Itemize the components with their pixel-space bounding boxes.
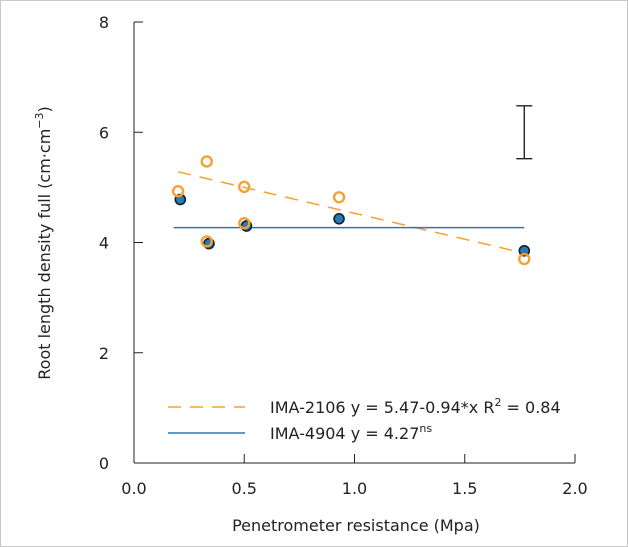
x-axis-title: Penetrometer resistance (Mpa)	[232, 516, 480, 535]
x-tick-label: 1.5	[452, 479, 477, 498]
y-axis-title-main: Root length density full (cm·cm	[35, 129, 54, 380]
data-point-series-0	[200, 235, 213, 248]
legend-label-ima-4904: IMA-4904 y = 4.27ns	[270, 422, 432, 443]
data-point-series-1	[333, 212, 345, 225]
fit-lines	[173, 171, 525, 254]
data-points	[171, 155, 531, 266]
y-axis-title-close: )	[35, 106, 54, 112]
y-tick-label: 0	[99, 454, 109, 473]
data-point-series-0	[518, 252, 531, 266]
error-bar	[516, 105, 533, 160]
y-axis-title-superscript: −3	[33, 113, 46, 129]
x-tick-label: 0.0	[121, 479, 146, 498]
y-tick-label: 6	[99, 123, 109, 142]
fit-line-series-0	[177, 171, 525, 254]
data-point-series-1	[518, 244, 531, 257]
y-axis-title: Root length density full (cm·cm−3)	[33, 106, 54, 379]
data-point-series-0	[238, 217, 251, 230]
y-tick-label: 4	[99, 234, 109, 253]
legend: IMA-2106 y = 5.47-0.94*x R2 = 0.84 IMA-4…	[168, 396, 561, 443]
data-point-series-0	[238, 180, 251, 194]
x-tick-label: 2.0	[562, 479, 587, 498]
x-tick-label: 1.0	[342, 479, 367, 498]
y-tick-label: 8	[99, 13, 109, 32]
axes: 0 2 4 6 8 0.0 0.5 1.0 1.5 2.0	[99, 13, 588, 498]
legend-label-ima-2106: IMA-2106 y = 5.47-0.94*x R2 = 0.84	[270, 396, 561, 417]
x-tick-label: 0.5	[232, 479, 257, 498]
data-point-series-0	[171, 185, 185, 198]
data-point-series-0	[332, 191, 346, 204]
data-point-series-0	[200, 155, 213, 168]
y-tick-label: 2	[99, 344, 109, 363]
